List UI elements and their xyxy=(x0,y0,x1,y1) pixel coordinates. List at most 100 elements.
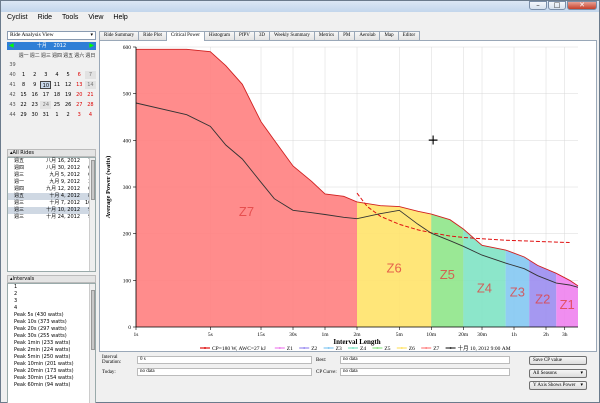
calendar-day[interactable]: 13 xyxy=(76,82,83,88)
intervals-scrollbar[interactable] xyxy=(89,284,95,403)
tab-pm[interactable]: PM xyxy=(338,31,356,40)
tab-critical-power[interactable]: Critical Power xyxy=(165,31,205,41)
calendar-day[interactable] xyxy=(40,61,51,69)
next-month-icon[interactable]: ▶ xyxy=(89,42,94,49)
calendar-day[interactable] xyxy=(29,61,40,69)
interval-item[interactable]: 3 xyxy=(14,298,18,304)
y-axis-select[interactable]: Y Axis Shows Power ▾ xyxy=(529,381,587,390)
rides-scrollbar[interactable] xyxy=(89,158,95,271)
calendar-day[interactable]: 26 xyxy=(64,102,72,108)
interval-item[interactable]: Peak 2min (224 watts) xyxy=(14,347,71,353)
ride-row[interactable]: 週三 十月 7, 201210: xyxy=(8,200,95,207)
calendar-day[interactable]: 21 xyxy=(87,92,94,98)
calendar-day[interactable]: 23 xyxy=(31,102,38,108)
tab-weekly-summary[interactable]: Weekly Summary xyxy=(269,31,315,40)
interval-item[interactable]: Peak 5s (430 watts) xyxy=(14,312,64,318)
save-cp-button[interactable]: Save CP value xyxy=(529,356,587,365)
tab-editor[interactable]: Editor xyxy=(397,31,421,40)
calendar-day[interactable]: 29 xyxy=(20,112,27,118)
calendar-day[interactable]: 16 xyxy=(31,92,38,98)
interval-item[interactable]: Peak 20s (297 watts) xyxy=(14,326,67,332)
calendar-day[interactable] xyxy=(51,61,62,69)
calendar-day[interactable]: 7 xyxy=(84,71,96,79)
rides-header[interactable]: ▴All Rides xyxy=(7,149,96,157)
maximize-button[interactable]: □ xyxy=(548,1,566,10)
tab-ride-plot[interactable]: Ride Plot xyxy=(138,31,167,40)
critical-power-chart[interactable]: Z7 Z6 Z5 Z4 Z3 Z2 Z1 0 100 200 300 400 500 600 1s 5s 15s… xyxy=(99,40,597,352)
interval-item[interactable]: 2 xyxy=(14,291,18,297)
interval-item[interactable]: Peak 5min (250 watts) xyxy=(14,354,71,360)
menu-ride[interactable]: Ride xyxy=(37,14,53,21)
calendar-day[interactable]: 31 xyxy=(42,112,50,118)
interval-item[interactable]: Peak 10min (201 watts) xyxy=(14,361,74,367)
calendar-day[interactable] xyxy=(85,61,96,69)
view-select[interactable]: Ride Analysis View ▾ xyxy=(7,31,96,40)
calendar-day[interactable]: 12 xyxy=(64,82,72,88)
intervals-header[interactable]: ▴Intervals xyxy=(7,275,96,283)
tab-ride-summary[interactable]: Ride Summary xyxy=(99,31,140,40)
tab-3d[interactable]: 3D xyxy=(253,31,271,40)
calendar-day[interactable]: 28 xyxy=(87,102,94,108)
interval-duration-field[interactable]: 0 s xyxy=(137,356,312,364)
tab-aerolab[interactable]: Aerolab xyxy=(354,31,381,40)
prev-month-icon[interactable]: ◀ xyxy=(9,42,14,49)
calendar-day[interactable] xyxy=(63,61,74,69)
calendar-year[interactable]: 2012 xyxy=(53,43,67,49)
tab-histogram[interactable]: Histogram xyxy=(203,31,236,40)
calendar-day[interactable]: 24 xyxy=(40,101,52,109)
close-button[interactable]: ✕ xyxy=(567,1,597,10)
calendar-day[interactable]: 30 xyxy=(31,112,38,118)
interval-item[interactable]: Peak 1min (233 watts) xyxy=(14,340,71,346)
calendar-day[interactable]: 3 xyxy=(77,112,81,118)
interval-item[interactable]: Peak 30s (255 watts) xyxy=(14,333,67,339)
calendar-day[interactable]: 22 xyxy=(20,102,27,108)
calendar-day[interactable]: 27 xyxy=(76,102,83,108)
calendar-day[interactable]: 10 xyxy=(40,81,52,89)
tab-pfpv[interactable]: PfPV xyxy=(234,31,255,40)
tab-metrics[interactable]: Metrics xyxy=(313,31,340,40)
calendar-day[interactable]: 11 xyxy=(53,82,61,88)
interval-item[interactable]: Peak 30min (154 watts) xyxy=(14,375,74,381)
calendar-day[interactable]: 5 xyxy=(66,72,70,78)
calendar-day[interactable]: 15 xyxy=(20,92,27,98)
interval-item[interactable]: Peak 60min (94 watts) xyxy=(14,382,71,388)
calendar-day[interactable] xyxy=(18,61,29,69)
tab-map[interactable]: Map xyxy=(379,31,399,40)
calendar-day[interactable]: 1 xyxy=(21,72,26,78)
interval-item[interactable]: Peak 20min (173 watts) xyxy=(14,368,74,374)
calendar-day[interactable]: 6 xyxy=(77,72,81,78)
menu-cyclist[interactable]: Cyclist xyxy=(7,14,28,21)
calendar-day[interactable]: 17 xyxy=(42,92,50,98)
calendar-day[interactable]: 4 xyxy=(88,112,93,118)
calendar-month[interactable]: 十月 xyxy=(36,43,47,49)
interval-item[interactable]: 1 xyxy=(14,284,18,290)
calendar-day[interactable]: 18 xyxy=(53,92,61,98)
calendar-day[interactable] xyxy=(74,61,85,69)
calendar-day[interactable]: 4 xyxy=(55,72,59,78)
menu-view[interactable]: View xyxy=(88,14,104,21)
season-select[interactable]: All Seasons ▾ xyxy=(529,369,587,378)
calendar-day[interactable]: 1 xyxy=(55,112,59,118)
calendar-day[interactable]: 2 xyxy=(66,112,70,118)
minimize-button[interactable]: – xyxy=(529,1,547,10)
calendar-day[interactable]: 19 xyxy=(64,92,72,98)
calendar-day[interactable]: 25 xyxy=(53,102,61,108)
interval-item[interactable]: 4 xyxy=(14,305,18,311)
calendar-day[interactable]: 2 xyxy=(33,72,37,78)
menu-help[interactable]: Help xyxy=(113,14,128,21)
interval-item[interactable]: Peak 10s (373 watts) xyxy=(14,319,67,325)
calendar-day[interactable]: 8 xyxy=(21,82,26,88)
menu-tools[interactable]: Tools xyxy=(62,14,79,21)
calendar-day[interactable]: 14 xyxy=(84,81,96,89)
calendar-day[interactable]: 20 xyxy=(76,92,83,98)
calendar-day[interactable]: 9 xyxy=(33,82,37,88)
calendar-day[interactable]: 3 xyxy=(44,72,48,78)
